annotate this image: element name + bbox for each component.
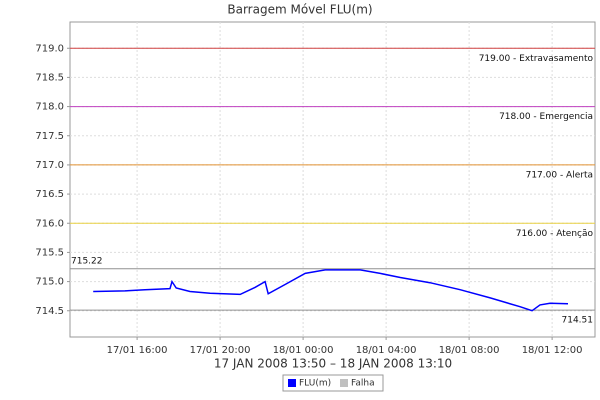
y-tick-label: 716.5 <box>35 189 64 200</box>
y-tick-label: 714.5 <box>35 306 64 317</box>
y-tick-label: 719.0 <box>35 43 64 54</box>
legend-label: Falha <box>351 379 375 389</box>
y-tick-label: 715.0 <box>35 277 64 288</box>
legend-label: FLU(m) <box>299 379 331 389</box>
x-tick-label: 18/01 00:00 <box>273 345 334 356</box>
y-tick-label: 716.0 <box>35 218 64 229</box>
y-tick-label: 718.5 <box>35 72 64 83</box>
legend-swatch <box>288 379 296 387</box>
y-tick-label: 718.0 <box>35 102 64 113</box>
threshold-label: 719.00 - Extravasamento <box>479 54 594 64</box>
x-tick-label: 18/01 08:00 <box>439 345 500 356</box>
x-tick-label: 18/01 04:00 <box>356 345 417 356</box>
y-tick-label: 717.0 <box>35 160 64 171</box>
threshold-label: 716.00 - Atenção <box>516 229 594 239</box>
x-axis-label: 17 JAN 2008 13:50 – 18 JAN 2008 13:10 <box>214 357 452 371</box>
x-tick-label: 18/01 12:00 <box>522 345 583 356</box>
threshold-label: 715.22 <box>71 256 103 266</box>
legend-swatch <box>340 379 348 387</box>
threshold-label: 714.51 <box>562 316 594 326</box>
x-tick-label: 17/01 16:00 <box>107 345 168 356</box>
chart-title: Barragem Móvel FLU(m) <box>227 3 372 17</box>
y-tick-label: 717.5 <box>35 131 64 142</box>
plot-area <box>69 21 596 338</box>
x-tick-label: 17/01 20:00 <box>190 345 251 356</box>
series-line <box>93 269 569 312</box>
threshold-label: 718.00 - Emergencia <box>499 112 593 122</box>
threshold-label: 717.00 - Alerta <box>526 170 593 180</box>
y-tick-label: 715.5 <box>35 247 64 258</box>
legend-box <box>282 374 384 392</box>
